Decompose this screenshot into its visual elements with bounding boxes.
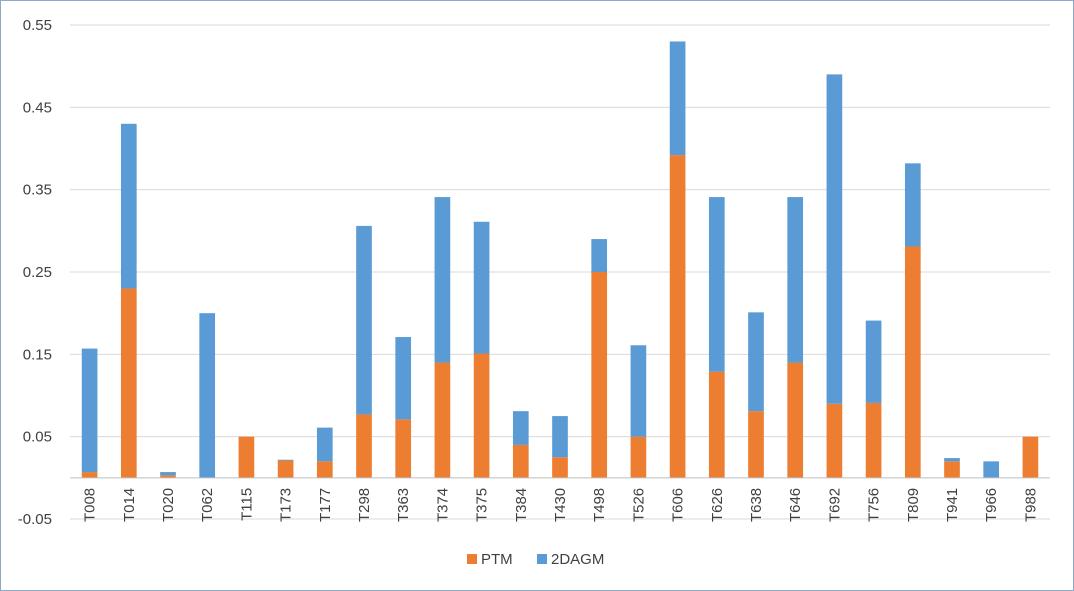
y-tick-label: 0.15: [23, 346, 52, 363]
bar-ptm-t374: [434, 362, 451, 478]
bar-ptm-t014: [120, 288, 137, 478]
bar-ptm-t298: [356, 414, 372, 478]
bar-2dagm-t375: [473, 221, 490, 354]
y-tick-label: 0.05: [23, 429, 52, 446]
bar-ptm-t173: [277, 460, 294, 478]
x-tick-label: T941: [944, 488, 961, 522]
x-tick-label: T363: [395, 488, 412, 522]
x-tick-label: T638: [748, 488, 765, 522]
gridlines: [70, 24, 1050, 520]
axes: -0.05 0.05 0.15 0.25 0.35 0.45 0.55 T008 T014 T02…: [18, 17, 1050, 528]
x-tick-label: T626: [709, 488, 726, 522]
bar-2dagm-t062: [199, 313, 216, 478]
bar-ptm-t626: [708, 371, 725, 478]
bar-2dagm-t430: [552, 416, 568, 458]
x-tick-label: T008: [82, 488, 99, 522]
x-tick-label: T809: [905, 488, 922, 522]
x-tick-label: T966: [983, 488, 1000, 522]
bar-ptm-t638: [748, 411, 764, 478]
y-tick-label: 0.35: [23, 182, 52, 199]
bar-ptm-t988: [1022, 436, 1039, 478]
bar-2dagm-t298: [356, 225, 372, 415]
bar-2dagm-t014: [120, 123, 137, 289]
x-tick-label: T374: [434, 488, 451, 522]
x-tick-label: T115: [238, 488, 255, 521]
bar-2dagm-t020: [160, 472, 176, 476]
bars: [81, 41, 1039, 478]
legend: PTM 2DAGM: [467, 551, 604, 568]
bar-ptm-t692: [826, 403, 843, 478]
bar-2dagm-t638: [748, 312, 764, 412]
bar-ptm-t384: [512, 444, 529, 478]
bar-ptm-t606: [669, 155, 686, 478]
bar-ptm-t526: [630, 436, 647, 478]
x-tick-label: T384: [513, 488, 530, 522]
x-tick-label: T298: [356, 488, 373, 522]
bar-2dagm-t374: [434, 197, 451, 363]
bar-ptm-t756: [865, 402, 882, 478]
bar-2dagm-t692: [826, 74, 843, 404]
bar-ptm-t375: [473, 353, 490, 478]
legend-swatch-ptm: [467, 554, 477, 564]
bar-2dagm-t966: [983, 461, 1000, 478]
bar-ptm-t646: [787, 362, 804, 478]
x-tick-label: T020: [160, 488, 177, 522]
x-tick-label: T062: [199, 488, 216, 522]
x-tick-label: T173: [278, 488, 295, 522]
bar-ptm-t809: [904, 246, 921, 478]
bar-ptm-t020: [160, 475, 176, 478]
bar-ptm-t430: [552, 457, 568, 478]
x-tick-label: T756: [866, 488, 883, 522]
bar-2dagm-t756: [865, 320, 882, 403]
bar-2dagm-t626: [708, 197, 725, 372]
bar-2dagm-t498: [591, 239, 608, 272]
bar-ptm-t941: [944, 461, 960, 478]
legend-label-ptm: PTM: [481, 551, 513, 568]
y-tick-label: 0.25: [23, 264, 52, 281]
y-tick-label: 0.45: [23, 99, 52, 116]
x-tick-label: T498: [591, 488, 608, 522]
bar-2dagm-t363: [395, 337, 412, 420]
bar-ptm-t008: [81, 472, 98, 478]
y-tick-label: -0.05: [18, 511, 52, 528]
bar-2dagm-t177: [316, 427, 333, 462]
x-tick-label: T988: [1022, 488, 1039, 522]
bar-2dagm-t646: [787, 197, 804, 363]
legend-swatch-2dagm: [537, 554, 547, 564]
x-tick-label: T606: [670, 488, 687, 522]
bar-2dagm-t008: [81, 348, 98, 473]
x-tick-label: T526: [630, 488, 647, 522]
bar-2dagm-t606: [669, 41, 686, 156]
bar-2dagm-t809: [904, 163, 921, 247]
bar-2dagm-t526: [630, 345, 647, 437]
x-tick-label: T177: [317, 488, 334, 522]
bar-ptm-t177: [316, 461, 333, 478]
x-tick-label: T014: [121, 488, 138, 522]
x-tick-label: T430: [552, 488, 569, 522]
x-tick-label: T646: [787, 488, 804, 522]
bar-2dagm-t384: [512, 411, 529, 445]
x-tick-label: T375: [474, 488, 491, 522]
legend-label-2dagm: 2DAGM: [551, 551, 604, 568]
bar-ptm-t363: [395, 419, 412, 478]
bar-ptm-t115: [238, 436, 255, 478]
bar-2dagm-t173: [277, 459, 294, 461]
x-tick-label: T692: [826, 488, 843, 522]
bar-ptm-t498: [591, 272, 608, 478]
bar-2dagm-t941: [944, 458, 960, 462]
y-tick-label: 0.55: [23, 17, 52, 34]
